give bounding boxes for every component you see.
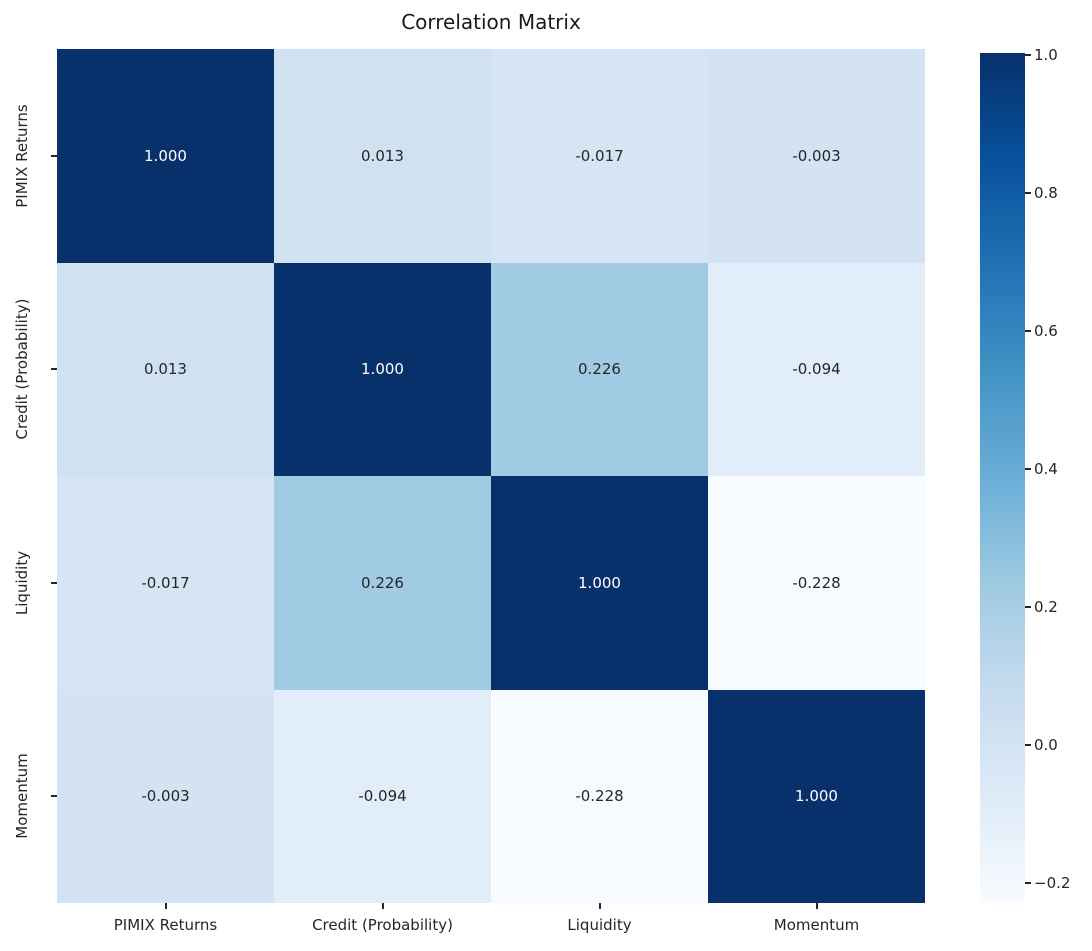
- cell-value: 1.000: [361, 360, 404, 379]
- colorbar-tick-mark: [1025, 881, 1031, 884]
- cell-value: -0.017: [575, 146, 624, 165]
- x-axis-tick: [815, 903, 818, 909]
- colorbar-tick-mark: [1025, 468, 1031, 471]
- heatmap-cell: -0.003: [708, 49, 925, 263]
- x-axis-tick: [381, 903, 384, 909]
- x-axis-label: Momentum: [773, 916, 860, 934]
- heatmap-cell: -0.228: [708, 476, 925, 690]
- heatmap-cell: -0.094: [708, 262, 925, 476]
- x-axis-label: Credit (Probability): [312, 916, 453, 934]
- cell-value: -0.228: [575, 787, 624, 806]
- heatmap-cell: 1.000: [708, 689, 925, 903]
- colorbar-tick-mark: [1025, 744, 1031, 746]
- colorbar-tick-mark: [1025, 606, 1031, 609]
- colorbar-tick-mark: [1025, 330, 1031, 333]
- y-axis-tick: [51, 154, 57, 157]
- x-axis-label: Liquidity: [567, 916, 632, 934]
- heatmap-cell: 0.226: [491, 262, 708, 476]
- heatmap-cell: -0.017: [57, 476, 274, 690]
- cell-value: 0.226: [578, 360, 621, 379]
- y-axis-label: Credit (Probability): [13, 298, 31, 440]
- y-axis-label: Liquidity: [13, 550, 31, 615]
- x-axis-tick: [598, 903, 601, 909]
- colorbar-tick-label: 1.0: [1034, 46, 1058, 65]
- colorbar-tick-mark: [1025, 54, 1031, 57]
- cell-value: -0.094: [792, 360, 841, 379]
- colorbar-tick-label: 0.6: [1034, 322, 1058, 341]
- colorbar: [980, 53, 1025, 903]
- cell-value: 0.226: [361, 573, 404, 592]
- cell-value: 0.013: [144, 360, 187, 379]
- colorbar-tick-label: 0.0: [1034, 736, 1058, 754]
- x-axis-tick: [164, 903, 167, 909]
- cell-value: -0.094: [358, 787, 407, 806]
- cell-value: -0.003: [141, 787, 190, 806]
- heatmap-cell: -0.094: [274, 689, 491, 903]
- y-axis-label: PIMIX Returns: [13, 104, 31, 208]
- heatmap-cell: 1.000: [491, 476, 708, 690]
- cell-value: 0.013: [361, 146, 404, 165]
- heatmap-cell: -0.017: [491, 49, 708, 263]
- cell-value: 1.000: [795, 787, 838, 806]
- heatmap-cell: 0.013: [57, 262, 274, 476]
- cell-value: 1.000: [144, 146, 187, 165]
- colorbar-tick-label: −0.2: [1034, 873, 1071, 892]
- heatmap-cell: -0.003: [57, 689, 274, 903]
- y-axis-label: Momentum: [13, 753, 31, 839]
- heatmap: 1.000 0.013 -0.017 -0.003 0.013 1.000 0.226 -0.…: [57, 49, 925, 903]
- cell-value: -0.017: [141, 573, 190, 592]
- chart-title: Correlation Matrix: [401, 10, 581, 34]
- y-axis-tick: [51, 795, 57, 798]
- colorbar-tick-mark: [1025, 192, 1031, 195]
- cell-value: -0.003: [792, 146, 841, 165]
- y-axis-tick: [51, 368, 57, 371]
- colorbar-tick-label: 0.8: [1034, 184, 1058, 203]
- heatmap-cell: 1.000: [57, 49, 274, 263]
- heatmap-cell: 0.226: [274, 476, 491, 690]
- x-axis-label: PIMIX Returns: [113, 916, 218, 934]
- cell-value: -0.228: [792, 573, 841, 592]
- cell-value: 1.000: [578, 573, 621, 592]
- heatmap-cell: 1.000: [274, 262, 491, 476]
- heatmap-cell: 0.013: [274, 49, 491, 263]
- y-axis-tick: [51, 581, 57, 584]
- heatmap-cell: -0.228: [491, 689, 708, 903]
- colorbar-tick-label: 0.2: [1034, 598, 1058, 617]
- colorbar-tick-label: 0.4: [1034, 460, 1058, 479]
